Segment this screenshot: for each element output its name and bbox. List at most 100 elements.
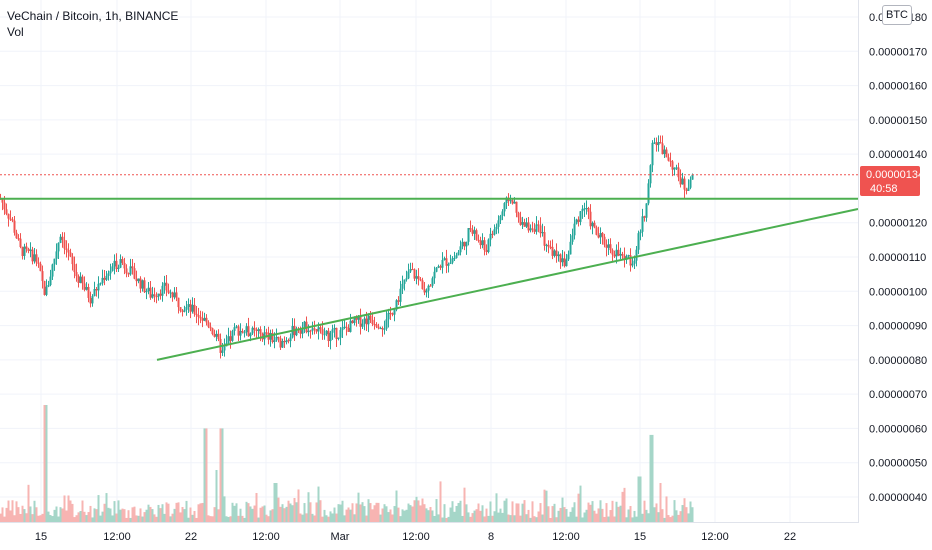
volume-bar (489, 501, 492, 522)
volume-bar (619, 505, 622, 522)
volume-bar (517, 503, 520, 522)
volume-bar (397, 507, 400, 522)
candle-body (189, 304, 192, 312)
volume-bar (551, 506, 554, 522)
candle-body (687, 187, 690, 191)
volume-bar (471, 513, 474, 522)
candle-body (681, 178, 684, 185)
volume-bar (451, 501, 454, 522)
candle-body (615, 249, 618, 257)
candle-body (461, 241, 464, 247)
price-axis[interactable]: 0.000001800.000001700.000001600.00000150… (869, 12, 927, 504)
candle-body (553, 250, 556, 256)
candle-body (529, 228, 532, 231)
volume-bar (501, 512, 504, 522)
volume-bar (609, 510, 612, 522)
candle-body (441, 259, 444, 268)
candle-body (611, 250, 614, 255)
volume-bar (567, 516, 570, 522)
volume-bar (95, 509, 98, 522)
volume-bar (311, 513, 314, 522)
symbol-title[interactable]: VeChain / Bitcoin, 1h, BINANCE (7, 9, 179, 23)
volume-bar (465, 504, 468, 522)
volume-bar (647, 513, 650, 522)
volume-bar (13, 515, 16, 522)
support-trendline[interactable] (156, 208, 859, 361)
volume-bar (521, 503, 524, 522)
volume-bar (327, 516, 330, 522)
volume-bar (453, 511, 456, 522)
volume-bar (539, 503, 542, 522)
volume-bar (393, 506, 396, 522)
candle-body (85, 287, 88, 290)
drawn-lines[interactable] (0, 197, 859, 361)
volume-bar (353, 514, 356, 522)
volume-bar (513, 515, 516, 522)
volume-bar (35, 507, 38, 522)
candle-body (495, 226, 498, 230)
candle-body (177, 297, 180, 308)
volume-bar (569, 511, 572, 522)
candle-body (393, 309, 396, 315)
volume-bar (603, 516, 606, 522)
volume-bar (15, 501, 18, 522)
volume-bar (237, 515, 240, 522)
volume-bar (61, 508, 64, 522)
time-tick-label: 12:00 (252, 531, 280, 543)
candle-body (533, 229, 536, 232)
candle-body (237, 326, 240, 336)
candle-body (9, 218, 12, 220)
volume-bar (503, 500, 506, 522)
volume-bar (69, 500, 72, 522)
volume-bar (463, 487, 466, 522)
candle-body (123, 262, 126, 269)
candle-body (675, 167, 678, 169)
volume-bar (49, 515, 52, 522)
price-tick-label: 0.00000060 (869, 423, 927, 435)
candle-body (515, 201, 518, 213)
volume-bar (675, 510, 678, 522)
candle-body (41, 271, 44, 282)
volume-bar (381, 508, 384, 522)
time-tick-label: 8 (488, 531, 494, 543)
volume-bar (473, 510, 476, 522)
candle-body (471, 229, 474, 234)
candle-body (73, 264, 76, 273)
volume-bar (351, 503, 354, 522)
volume-bar (627, 509, 630, 522)
volume-bar (615, 501, 618, 522)
volume-bar (557, 510, 560, 522)
candle-body (543, 232, 546, 246)
price-tick-label: 0.00000150 (869, 115, 927, 127)
candle-body (555, 250, 558, 257)
volume-bar (245, 501, 248, 522)
candles (0, 135, 694, 359)
time-tick-label: 15 (634, 531, 646, 543)
volume-bar (43, 405, 46, 522)
candle-body (295, 328, 298, 336)
volume-bar (491, 515, 494, 522)
candle-body (259, 329, 262, 334)
time-axis[interactable]: 15 12:00 22 12:00 Mar 12:00 8 12:00 15 12:00 22 (35, 531, 796, 543)
candle-body (271, 333, 274, 343)
volume-bar (127, 510, 130, 522)
candle-body (313, 328, 316, 330)
volume-bar (545, 490, 548, 522)
volume-bar (129, 517, 132, 522)
volume-bar (379, 514, 382, 522)
volume-bar (201, 502, 204, 522)
candle-body (39, 263, 42, 272)
candle-body (373, 324, 376, 326)
candle-body (563, 258, 566, 267)
volume-bar (7, 500, 10, 522)
countdown-timer: 40:58 (870, 183, 898, 195)
candle-body (435, 267, 438, 272)
candle-body (443, 258, 446, 260)
volume-legend[interactable]: Vol (7, 25, 24, 39)
candle-body (635, 249, 638, 261)
candle-body (665, 149, 668, 158)
volume-bar (71, 503, 74, 522)
currency-badge[interactable]: BTC (882, 5, 912, 25)
volume-bar (165, 502, 168, 522)
